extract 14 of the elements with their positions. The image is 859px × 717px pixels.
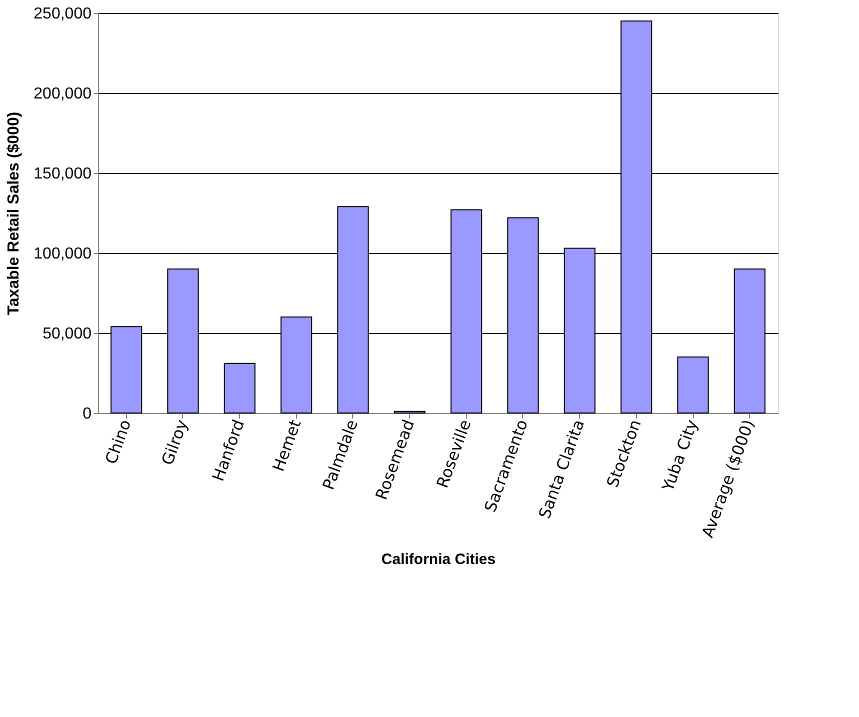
bar [677,356,709,414]
x-tick-label: Yuba City [658,417,702,495]
y-tick-label: 200,000 [34,86,92,102]
y-tick-label: 250,000 [34,6,92,22]
y-tick-label: 150,000 [34,166,92,182]
bar [224,362,256,414]
x-tick-label: Santa Clarita [534,417,588,522]
y-axis-title: Taxable Retail Sales ($000) [6,112,23,316]
y-tick-label: 50,000 [42,326,92,342]
x-axis-title: California Cities [381,550,496,568]
y-tick-label: 100,000 [34,246,92,262]
x-tick-label: Gilroy [158,417,192,468]
x-tick-label: Chino [101,417,135,467]
y-tick-label: 0 [82,406,92,422]
